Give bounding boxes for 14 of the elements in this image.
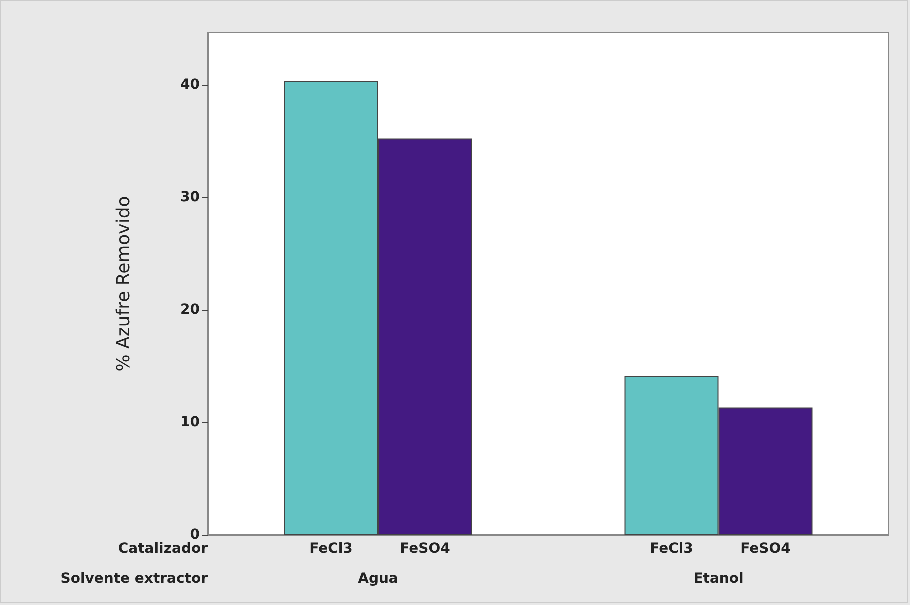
y-tick-label: 10 xyxy=(180,414,200,430)
y-tick-label: 0 xyxy=(190,527,200,543)
series-label: FeCl3 xyxy=(310,541,353,557)
y-tick-label: 20 xyxy=(180,302,200,318)
y-axis-title: % Azufre Removido xyxy=(114,196,134,372)
series-label: FeSO4 xyxy=(400,541,451,557)
x-tick-label: Agua xyxy=(358,571,398,587)
text: FeCl3 xyxy=(650,541,694,557)
x-axis-title: Solvente extractor xyxy=(60,571,208,587)
y-tick-label: 30 xyxy=(180,189,200,206)
y-tick-label: 40 xyxy=(180,76,200,93)
text: FeSO4 xyxy=(740,541,791,557)
legend-title: Catalizador xyxy=(118,541,208,557)
x-tick-label: Etanol xyxy=(694,571,744,587)
